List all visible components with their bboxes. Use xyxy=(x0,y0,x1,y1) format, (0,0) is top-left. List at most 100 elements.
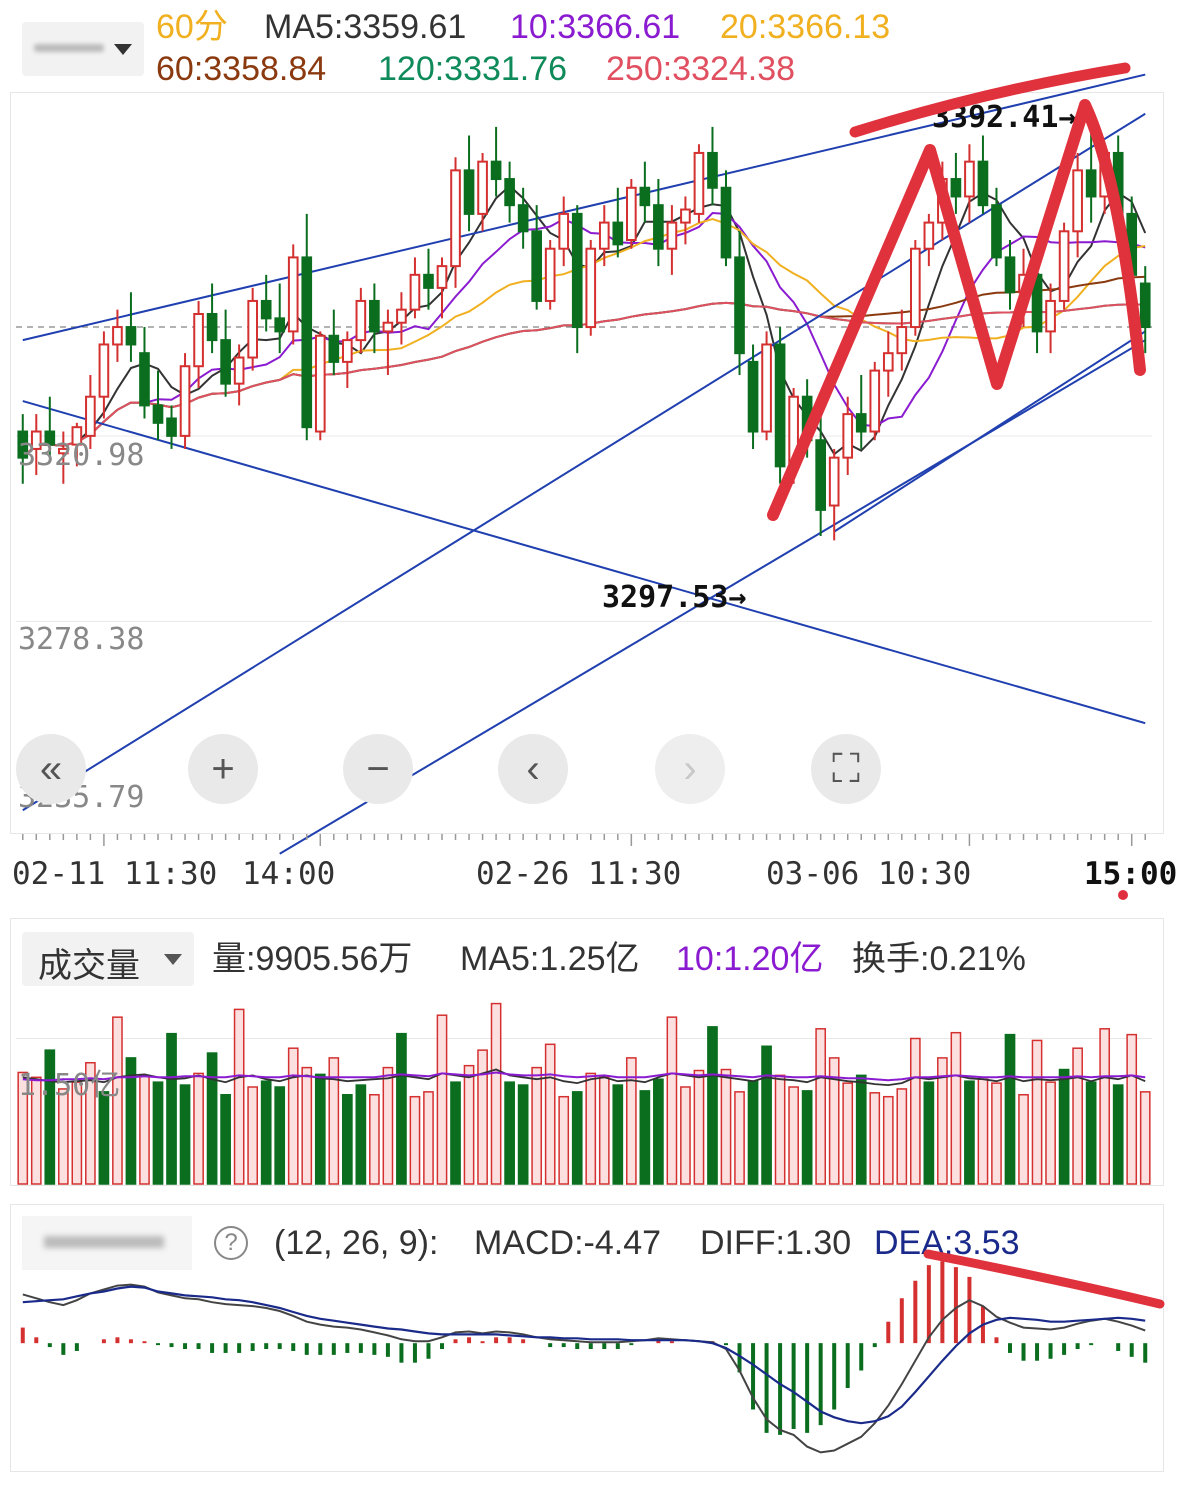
x-tick-4: 03-06 10:30 xyxy=(766,856,972,892)
volume-panel-frame xyxy=(10,918,1164,1186)
candle xyxy=(301,213,313,441)
next-icon: › xyxy=(683,746,697,791)
volume-bar xyxy=(166,1032,177,1185)
volume-bar xyxy=(463,1064,475,1185)
volume-bar xyxy=(544,1043,556,1185)
period-label: 60分 xyxy=(156,8,228,46)
volume-bar xyxy=(1004,1033,1016,1185)
candle-body xyxy=(17,430,29,459)
candle xyxy=(220,309,231,397)
scroll-left-button[interactable]: « xyxy=(16,734,86,804)
trend-line-2 xyxy=(22,400,1146,725)
candle xyxy=(274,283,286,354)
volume-bar xyxy=(1085,1081,1097,1185)
ma5-line xyxy=(22,184,1147,459)
candle-body xyxy=(220,339,231,385)
candle xyxy=(896,309,908,371)
select-label-blurred xyxy=(44,1236,164,1248)
volume-bar xyxy=(1018,1094,1029,1185)
candle xyxy=(612,187,624,258)
candle-body xyxy=(693,151,705,215)
candle xyxy=(490,126,502,197)
candle-body xyxy=(842,413,854,459)
chart-type-select[interactable] xyxy=(22,22,144,76)
candle xyxy=(409,257,421,319)
scroll-left-icon: « xyxy=(39,746,63,791)
candle xyxy=(233,344,245,406)
zoom-in-icon: + xyxy=(211,746,235,791)
volume-bar xyxy=(585,1072,597,1185)
candle-body xyxy=(666,221,678,250)
candle xyxy=(1099,144,1110,214)
candle-body xyxy=(490,160,502,181)
volume-bar xyxy=(17,1071,29,1185)
volume-bar xyxy=(1139,1091,1151,1185)
candle-body xyxy=(558,212,570,250)
volume-bar xyxy=(1126,1033,1138,1185)
candle-body xyxy=(639,186,651,207)
volume-bar xyxy=(896,1088,908,1185)
candle-body xyxy=(328,334,340,363)
prev-button[interactable]: ‹ xyxy=(498,734,568,804)
prev-icon: ‹ xyxy=(526,746,540,791)
candle-body xyxy=(409,273,421,311)
volume-bar xyxy=(923,1081,935,1185)
low-marker: 3297.53→ xyxy=(602,580,747,615)
candle xyxy=(382,309,394,375)
candle-body xyxy=(504,178,515,207)
candle-body xyxy=(179,365,191,437)
candle-body xyxy=(166,417,177,437)
candle xyxy=(85,374,96,449)
zoom-out-icon: − xyxy=(366,746,390,791)
candle xyxy=(815,414,826,536)
volume-bar xyxy=(1072,1047,1083,1185)
candle-body xyxy=(369,299,380,333)
candle xyxy=(1004,240,1016,310)
candle xyxy=(1018,248,1029,328)
candle-body xyxy=(761,343,772,433)
volume-selector-label: 成交量 xyxy=(38,947,140,985)
candle-body xyxy=(44,430,56,446)
x-tick-5: 15:00 xyxy=(1084,856,1178,892)
volume-bar xyxy=(625,1057,637,1185)
candle-body xyxy=(977,160,989,207)
volume-bar xyxy=(882,1095,894,1185)
fullscreen-button[interactable]: ⛶ xyxy=(811,734,881,804)
zoom-out-button[interactable]: − xyxy=(343,734,413,804)
candle xyxy=(504,161,515,223)
volume-bar xyxy=(274,1086,286,1185)
indicator-select-volume[interactable]: 成交量 xyxy=(22,932,194,986)
volume-bar xyxy=(341,1094,353,1185)
candle-body xyxy=(436,265,448,289)
select-label-blurred xyxy=(34,44,104,52)
volume-bar xyxy=(369,1094,380,1185)
ma10-line xyxy=(22,211,1146,459)
candle-body xyxy=(85,395,96,437)
candle xyxy=(977,135,989,214)
indicator-select-macd[interactable] xyxy=(22,1216,192,1270)
volume-bar xyxy=(855,1074,867,1185)
volume-ma10: 10:1.20亿 xyxy=(676,940,824,978)
volume-bar xyxy=(1031,1039,1043,1185)
candle-body xyxy=(869,369,881,433)
candle-body xyxy=(463,169,475,215)
help-icon[interactable]: ? xyxy=(214,1226,248,1260)
volume-bar xyxy=(964,1080,975,1185)
candle-body xyxy=(950,178,962,198)
candle-body xyxy=(747,360,759,433)
candle xyxy=(1085,126,1097,223)
volume-bar xyxy=(531,1066,543,1185)
candle xyxy=(801,379,813,458)
candle xyxy=(206,283,218,354)
volume-bar xyxy=(680,1086,691,1185)
ma20-line xyxy=(22,218,1146,459)
candle-body xyxy=(774,343,786,468)
candle xyxy=(598,205,610,267)
candle xyxy=(17,414,29,484)
volume-bar xyxy=(30,1076,42,1185)
candle-body xyxy=(707,151,718,189)
volume-bar xyxy=(260,1080,272,1185)
zoom-in-button[interactable]: + xyxy=(188,734,258,804)
volume-bar xyxy=(612,1084,624,1185)
next-button[interactable]: › xyxy=(655,734,725,804)
